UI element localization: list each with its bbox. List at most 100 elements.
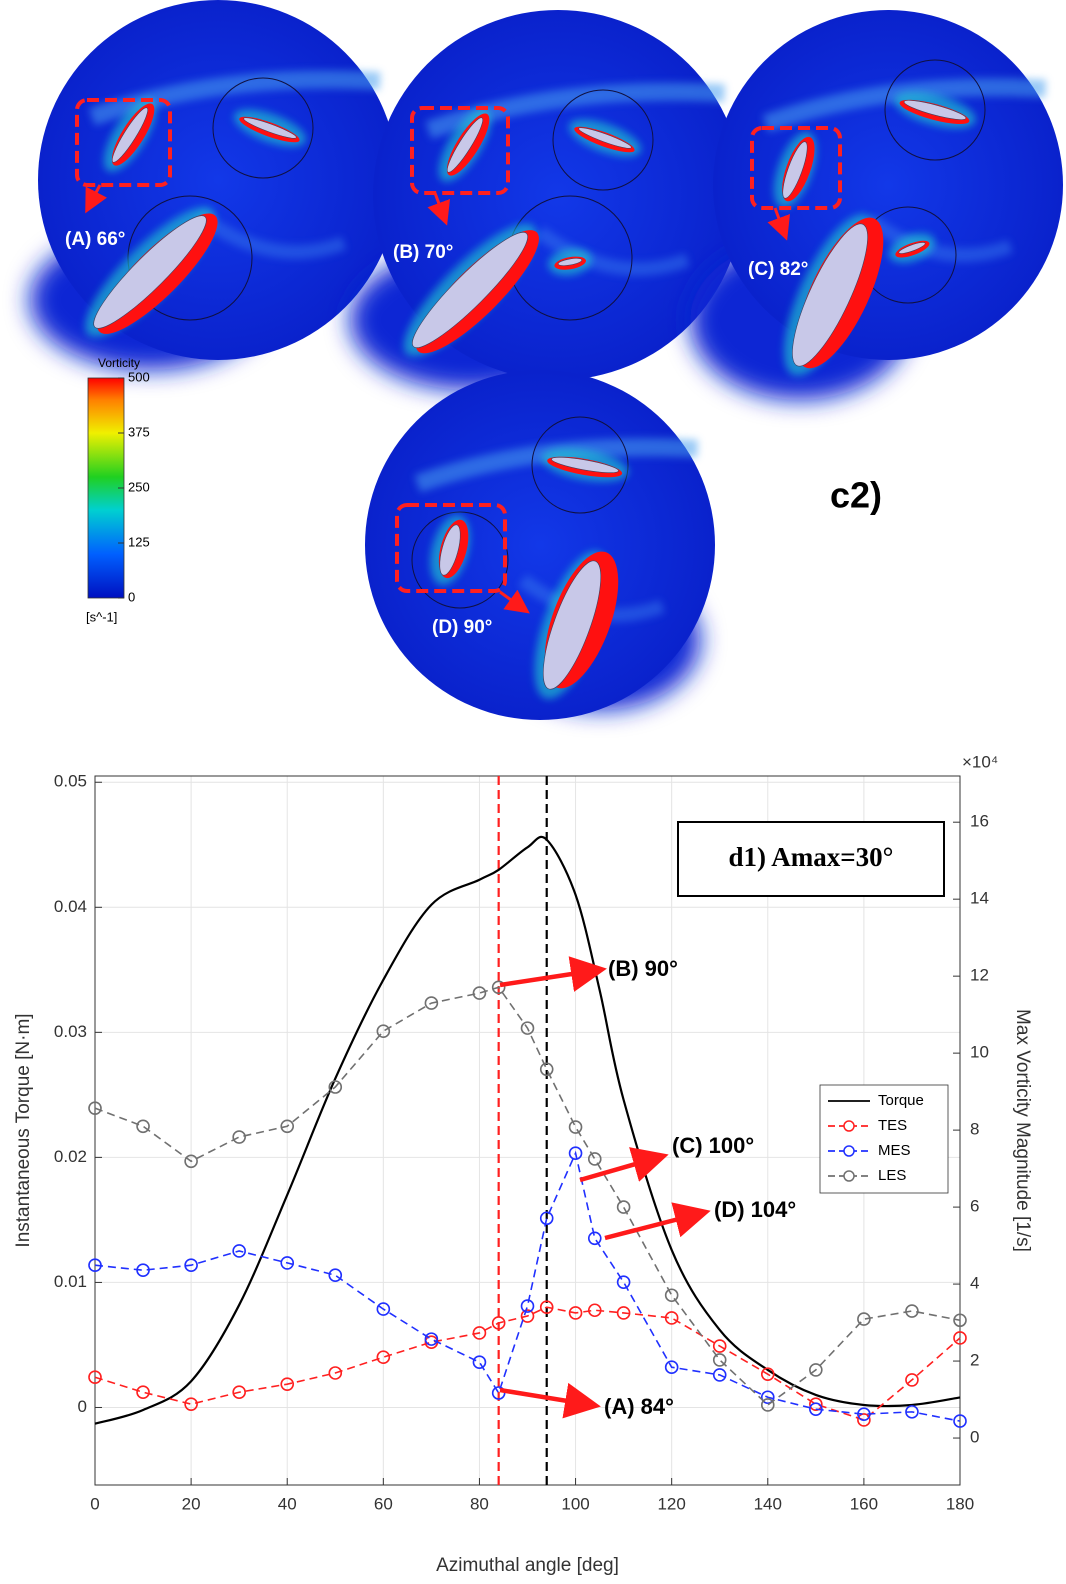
panel-label: (A) 66° <box>65 229 125 250</box>
data-point <box>664 1288 679 1303</box>
data-point <box>280 1119 295 1134</box>
rotor-ring <box>212 77 314 179</box>
airfoil <box>430 514 470 586</box>
data-point <box>539 1300 554 1314</box>
data-point <box>491 980 506 995</box>
x-tick-label: 140 <box>754 1494 782 1513</box>
highlight-box <box>410 106 510 195</box>
x-tick-label: 0 <box>90 1494 99 1513</box>
highlight-box <box>75 98 172 187</box>
airfoil-body <box>792 223 868 367</box>
airfoil-body <box>903 100 967 120</box>
data-point <box>232 1130 246 1144</box>
legend-marker <box>843 1120 855 1132</box>
contour-figure: (A) 66° (B) 70° (C) 82° (D) 90° Vorticity [s^… <box>30 0 1063 720</box>
data-point <box>376 1024 391 1038</box>
data-point <box>232 1385 246 1400</box>
data-point <box>809 1397 823 1411</box>
y-tick-label: 0.01 <box>54 1272 87 1291</box>
y2-tick-label: 6 <box>970 1197 979 1216</box>
data-point <box>616 1200 631 1214</box>
airfoil <box>103 98 157 172</box>
legend-marker <box>843 1170 855 1182</box>
data-point <box>857 1407 871 1421</box>
data-point <box>376 1302 391 1316</box>
panel-label: (C) 82° <box>748 259 808 280</box>
x-tick-label: 180 <box>946 1494 974 1513</box>
series-line <box>94 835 961 1425</box>
data-point <box>520 1309 535 1323</box>
data-point <box>568 1146 583 1161</box>
y2-tick-label: 8 <box>970 1120 979 1139</box>
y2-tick-label: 16 <box>970 812 989 831</box>
data-point <box>280 1377 295 1391</box>
wake-streak <box>762 78 1046 133</box>
airfoil <box>568 119 642 157</box>
series-line <box>94 986 961 1406</box>
airfoil <box>85 207 218 337</box>
legend-marker <box>843 1145 855 1157</box>
y-tick-label: 0.05 <box>54 772 87 791</box>
data-point <box>568 1306 583 1320</box>
y2-tick-label: 0 <box>970 1428 979 1447</box>
data-point <box>88 1258 102 1273</box>
data-point <box>184 1154 198 1169</box>
figure-label: c2) <box>830 475 882 516</box>
annotation: (A) 84° <box>604 1394 674 1419</box>
data-point <box>809 1402 823 1416</box>
annotation-arrow <box>499 956 607 992</box>
colorbar-tick-label: 125 <box>128 534 150 549</box>
data-point <box>616 1275 631 1289</box>
data-point <box>664 1311 679 1325</box>
colorbar-tick-label: 250 <box>128 479 150 494</box>
data-point <box>539 1211 554 1226</box>
data-point <box>905 1373 919 1387</box>
data-point <box>472 1326 487 1340</box>
legend-label: LES <box>878 1167 906 1184</box>
data-point <box>136 1385 150 1400</box>
data-point <box>491 1316 506 1330</box>
annotation: (C) 100° <box>672 1133 754 1158</box>
data-point <box>857 1413 871 1427</box>
series-line <box>94 1306 961 1421</box>
data-point <box>88 1101 102 1115</box>
airfoil-body <box>898 242 926 254</box>
airfoil-body <box>782 141 808 199</box>
annotation-arrow <box>604 1202 711 1241</box>
rotor-ring <box>411 511 509 609</box>
plot-frame <box>94 775 961 1486</box>
wake-streak <box>866 214 1013 262</box>
data-point <box>328 1080 343 1094</box>
airfoil-body <box>412 232 528 348</box>
highlight-arrow <box>767 207 791 241</box>
colorbar-tick-label: 500 <box>128 369 150 384</box>
colorbar-title: Vorticity <box>98 356 140 370</box>
data-point <box>136 1119 150 1134</box>
airfoil-body <box>557 258 583 266</box>
legend-label: MES <box>878 1142 911 1159</box>
wake-streak <box>535 226 690 276</box>
highlight-arrow <box>499 589 530 614</box>
data-point <box>587 1231 602 1246</box>
data-point <box>568 1120 583 1134</box>
data-point <box>664 1360 679 1375</box>
y2-multiplier: ×10⁴ <box>962 752 998 771</box>
airfoil <box>783 214 884 376</box>
rotor-ring <box>531 416 629 514</box>
y2-tick-label: 10 <box>970 1043 989 1062</box>
airfoil <box>894 91 976 129</box>
airfoil <box>889 233 935 263</box>
data-point <box>520 1021 535 1035</box>
y2-tick-label: 2 <box>970 1351 979 1370</box>
annotation: (B) 90° <box>608 956 678 981</box>
data-point <box>760 1398 775 1412</box>
colorbar-tick-label: 0 <box>128 589 135 604</box>
data-point <box>712 1368 727 1382</box>
data-point <box>184 1258 198 1273</box>
y-tick-label: 0.04 <box>54 897 87 916</box>
panel-label: (D) 90° <box>432 617 492 638</box>
annotation-arrow <box>499 1382 601 1419</box>
data-point <box>616 1306 631 1320</box>
airfoil <box>534 551 619 699</box>
